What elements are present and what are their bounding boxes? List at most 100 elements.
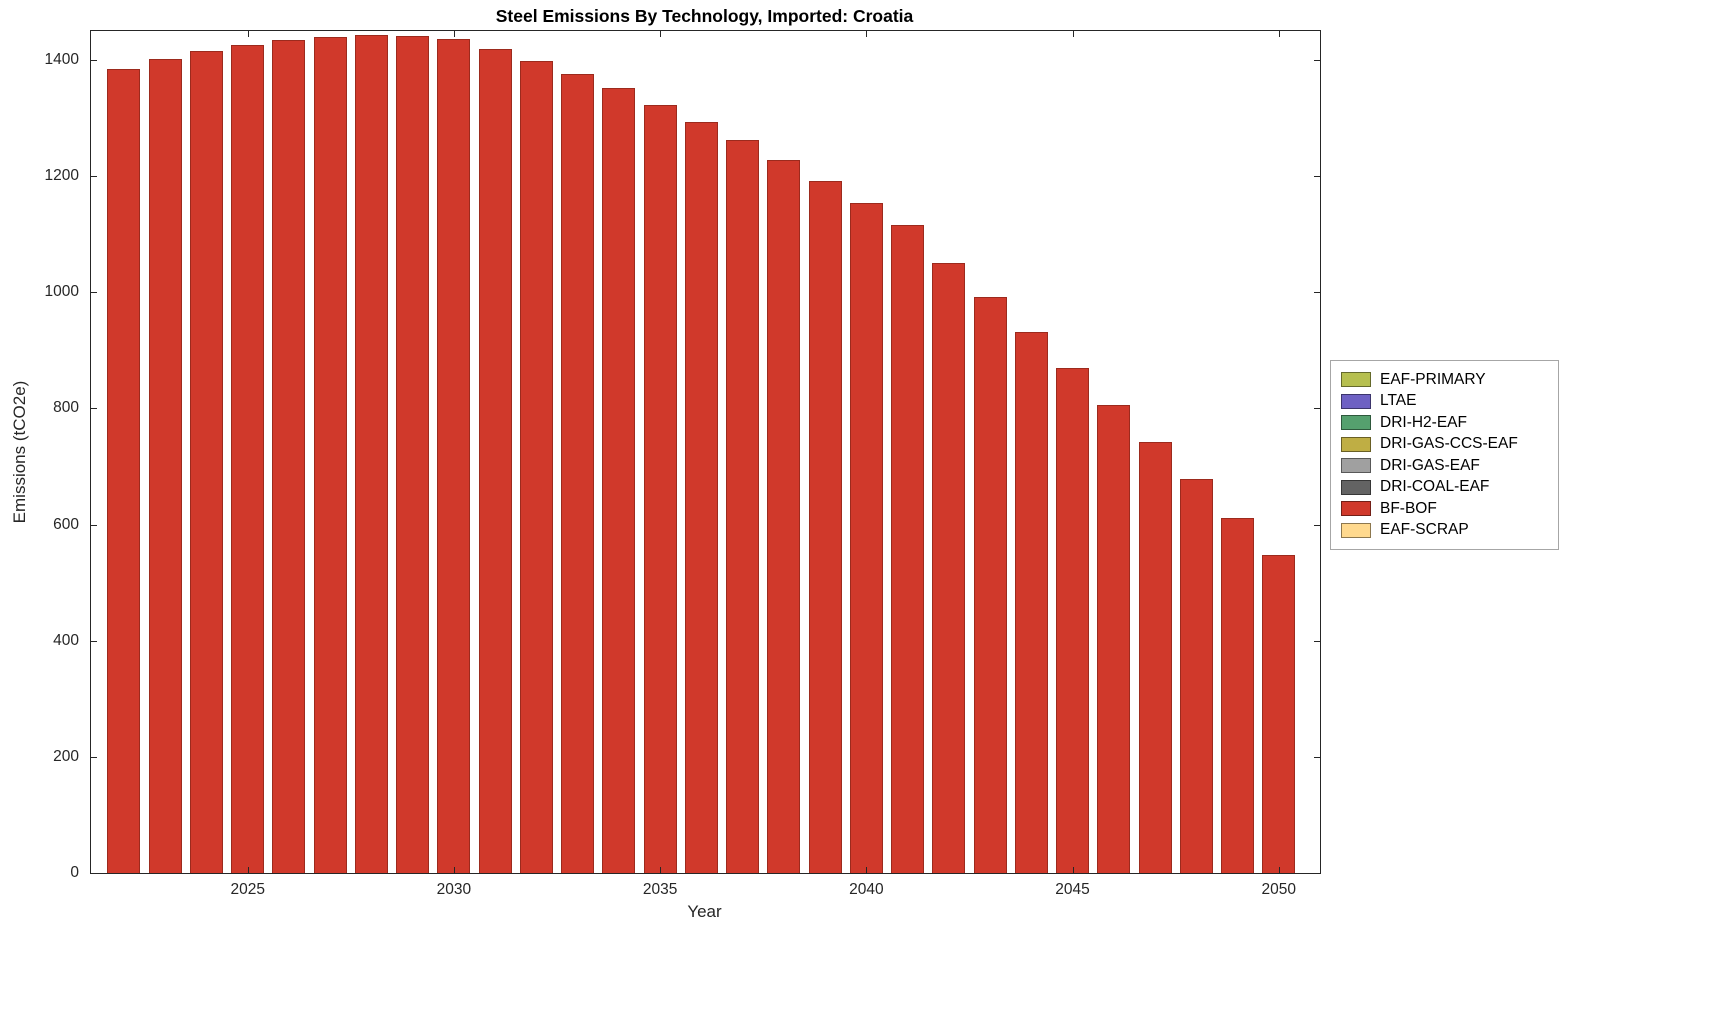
y-tick-mark: [1314, 408, 1320, 410]
bar-BF-BOF-2030: [437, 38, 471, 873]
legend-item-eaf-scrap: EAF-SCRAP: [1341, 520, 1548, 542]
legend-item-dri-coal-eaf: DRI-COAL-EAF: [1341, 477, 1548, 499]
bar-BF-BOF-2024: [189, 51, 223, 873]
x-tick-label: 2025: [230, 881, 265, 898]
bar-BF-BOF-2049: [1221, 517, 1254, 873]
x-tick-mark: [1278, 31, 1280, 37]
y-tick-label: 800: [53, 399, 79, 417]
y-tick-mark: [91, 60, 97, 62]
x-tick-label: 2035: [642, 881, 678, 898]
legend-swatch-ltae: [1341, 393, 1371, 409]
bar-BF-BOF-2032: [519, 60, 553, 873]
legend-label: BF-BOF: [1380, 499, 1437, 517]
y-tick-label: 1000: [44, 283, 79, 301]
bar-BF-BOF-2037: [726, 140, 760, 873]
bar-BF-BOF-2026: [272, 40, 306, 873]
y-axis-label: Emissions (tCO2e): [10, 380, 29, 524]
x-tick-label: 2030: [436, 881, 472, 898]
bar-BF-BOF-2025: [231, 44, 265, 873]
x-tick-label: 2050: [1261, 881, 1296, 898]
y-tick-mark: [91, 756, 97, 758]
x-tick-mark: [1072, 867, 1074, 873]
x-tick-mark: [866, 867, 868, 873]
x-tick-mark: [247, 867, 249, 873]
plot-area: 2025 2030 2035 2040 2045 2050 0 200 400 600 800 100…: [45, 30, 1321, 898]
legend-item-dri-h2-eaf: DRI-H2-EAF: [1341, 412, 1548, 434]
x-tick-label: 2045: [1055, 881, 1090, 898]
x-tick-mark: [866, 31, 868, 37]
x-tick-mark: [247, 31, 249, 37]
legend-item-eaf-primary: EAF-PRIMARY: [1341, 369, 1548, 391]
y-tick-mark: [1314, 176, 1320, 178]
x-tick-mark: [660, 867, 662, 873]
bar-BF-BOF-2048: [1179, 479, 1213, 873]
legend-item-ltae: LTAE: [1341, 391, 1548, 413]
y-tick-label: 400: [53, 631, 79, 649]
legend-label: DRI-COAL-EAF: [1380, 478, 1490, 496]
bar-BF-BOF-2044: [1014, 332, 1048, 873]
y-tick-label: 1400: [44, 51, 79, 69]
x-tick-label: 2040: [849, 881, 884, 898]
bar-BF-BOF-2042: [932, 262, 966, 873]
bar-BF-BOF-2035: [643, 104, 677, 873]
y-tick-mark: [91, 640, 97, 642]
bar-BF-BOF-2036: [684, 121, 718, 873]
x-axis-label: Year: [687, 902, 722, 921]
legend-label: DRI-H2-EAF: [1380, 413, 1467, 431]
x-tick-mark: [1072, 31, 1074, 37]
bar-BF-BOF-2023: [148, 58, 182, 873]
y-tick-label: 0: [70, 864, 79, 881]
legend-label: LTAE: [1380, 392, 1417, 410]
bar-BF-BOF-2047: [1138, 442, 1172, 873]
legend-swatch-eaf-primary: [1341, 372, 1371, 388]
legend-swatch-eaf-scrap: [1341, 522, 1371, 538]
y-tick-mark: [1314, 756, 1320, 758]
bar-BF-BOF-2034: [602, 88, 636, 873]
legend-swatch-bf-bof: [1341, 501, 1371, 517]
bar-BF-BOF-2028: [354, 35, 388, 873]
legend-label: DRI-GAS-EAF: [1380, 456, 1480, 474]
x-tick-mark: [1278, 867, 1280, 873]
y-tick-label: 200: [53, 747, 79, 765]
x-tick-mark: [453, 31, 455, 37]
bar-BF-BOF-2027: [313, 36, 347, 873]
bar-BF-BOF-2039: [808, 180, 842, 873]
legend-swatch-dri-gas-eaf: [1341, 458, 1371, 474]
bar-BF-BOF-2031: [478, 49, 512, 873]
legend-swatch-dri-coal-eaf: [1341, 479, 1371, 495]
legend-label: DRI-GAS-CCS-EAF: [1380, 435, 1518, 453]
legend-label: EAF-SCRAP: [1380, 521, 1469, 539]
bar-BF-BOF-2029: [396, 36, 430, 873]
bar-BF-BOF-2046: [1097, 404, 1131, 873]
legend-item-bf-bof: BF-BOF: [1341, 498, 1548, 520]
legend-item-dri-gas-eaf: DRI-GAS-EAF: [1341, 455, 1548, 477]
y-tick-mark: [1314, 60, 1320, 62]
chart-title: Steel Emissions By Technology, Imported:…: [495, 6, 914, 26]
x-tick-mark: [453, 867, 455, 873]
y-tick-mark: [1314, 524, 1320, 526]
bar-BF-BOF-2033: [561, 73, 595, 873]
legend-label: EAF-PRIMARY: [1380, 370, 1486, 388]
y-tick-mark: [91, 292, 97, 294]
y-tick-mark: [1314, 640, 1320, 642]
y-tick-mark: [91, 176, 97, 178]
legend-item-dri-gas-ccs-eaf: DRI-GAS-CCS-EAF: [1341, 434, 1548, 456]
y-tick-mark: [1314, 873, 1320, 874]
bar-BF-BOF-2041: [891, 224, 925, 873]
y-tick-mark: [91, 873, 97, 874]
bar-BF-BOF-2040: [849, 202, 883, 873]
y-tick-label: 600: [53, 515, 79, 533]
legend-swatch-dri-gas-ccs-eaf: [1341, 436, 1371, 452]
y-tick-mark: [91, 408, 97, 410]
y-tick-mark: [1314, 292, 1320, 294]
x-tick-mark: [660, 31, 662, 37]
legend-swatch-dri-h2-eaf: [1341, 415, 1371, 431]
bar-BF-BOF-2038: [767, 159, 801, 873]
bar-BF-BOF-2022: [107, 68, 141, 873]
bar-BF-BOF-2045: [1056, 368, 1090, 873]
y-tick-mark: [91, 524, 97, 526]
bar-BF-BOF-2050: [1262, 555, 1296, 873]
legend: EAF-PRIMARY LTAE DRI-H2-EAF DRI-GAS-CCS-EAF…: [1330, 360, 1559, 550]
y-tick-label: 1200: [44, 167, 79, 185]
